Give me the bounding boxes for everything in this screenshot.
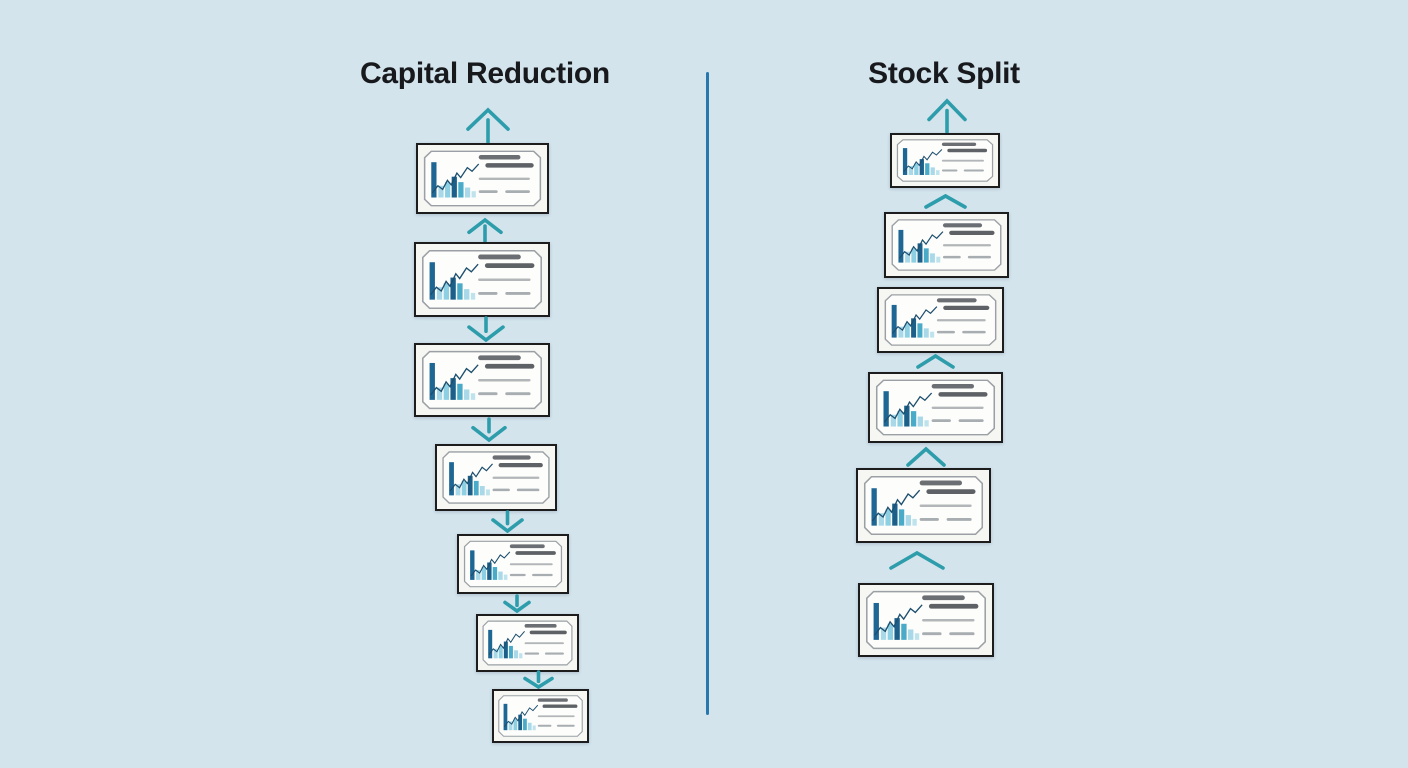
certificate-icon <box>866 590 986 650</box>
certificate-icon <box>423 150 542 207</box>
stock-certificate-card <box>492 689 589 743</box>
stock-certificate-card <box>890 133 1000 188</box>
down-arrow-icon <box>471 417 507 443</box>
stock-certificate-card <box>858 583 994 657</box>
certificate-icon <box>442 451 550 504</box>
chevron-up-icon <box>915 353 955 369</box>
certificate-icon <box>463 540 563 588</box>
stock-certificate-card <box>416 143 549 214</box>
stock-certificate-card <box>856 468 991 543</box>
certificate-icon <box>422 249 542 310</box>
divider-line <box>706 72 709 715</box>
certificate-icon <box>422 350 542 410</box>
chevron-up-icon <box>906 446 946 467</box>
stock-certificate-card <box>435 444 557 511</box>
certificate-icon <box>498 695 583 737</box>
certificate-icon <box>896 139 994 182</box>
certificate-icon <box>884 294 997 346</box>
stock-certificate-card <box>476 614 579 672</box>
capital-reduction-title: Capital Reduction <box>360 57 610 90</box>
up-arrow-icon <box>927 98 967 134</box>
down-arrow-icon <box>503 594 531 614</box>
stock-certificate-card <box>414 343 550 417</box>
certificate-icon <box>863 475 984 536</box>
stock-split-title: Stock Split <box>868 57 1020 90</box>
certificate-icon <box>875 379 996 436</box>
stock-certificate-card <box>868 372 1003 443</box>
certificate-icon <box>482 620 573 666</box>
up-arrow-icon <box>466 107 510 144</box>
down-arrow-icon <box>467 316 505 343</box>
stock-certificate-card <box>457 534 569 594</box>
down-arrow-icon <box>490 510 524 534</box>
down-arrow-icon <box>522 670 554 690</box>
stock-certificate-card <box>877 287 1004 353</box>
stock-certificate-card <box>414 242 550 317</box>
chevron-up-icon <box>889 550 945 570</box>
certificate-icon <box>891 219 1002 271</box>
stock-certificate-card <box>884 212 1009 278</box>
up-arrow-icon <box>467 217 503 243</box>
chevron-up-icon <box>923 193 967 209</box>
